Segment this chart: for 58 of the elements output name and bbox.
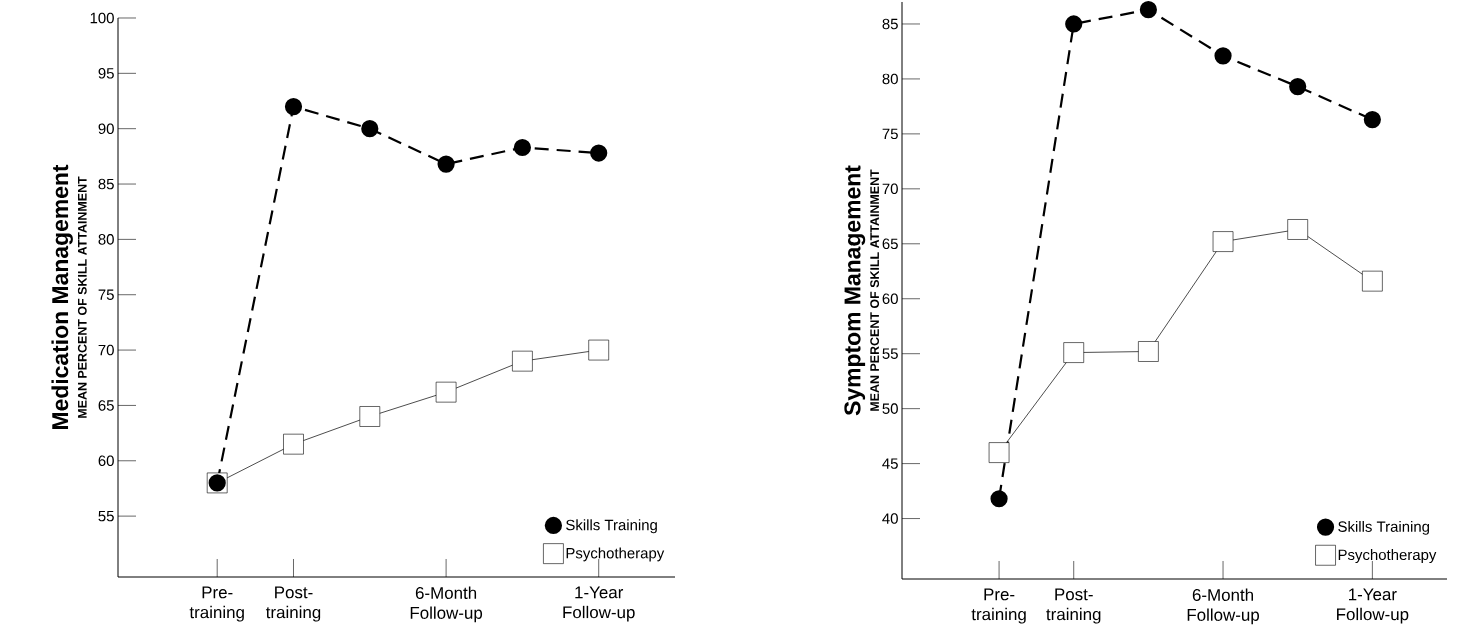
legend-label: Skills Training <box>566 519 657 534</box>
point <box>988 442 1010 463</box>
y-tick-label: 40 <box>882 513 898 524</box>
text: Medication Management <box>51 164 73 430</box>
y-tick-label: 70 <box>98 344 114 356</box>
point <box>990 490 1008 508</box>
point <box>1363 110 1381 129</box>
x-tick-label: Post-training <box>265 586 321 622</box>
point <box>588 339 609 361</box>
y-tick-label: 65 <box>98 400 114 411</box>
point <box>359 406 381 427</box>
point <box>435 381 457 403</box>
point <box>1138 341 1159 362</box>
y-tick-label: 60 <box>882 293 898 305</box>
point <box>283 433 304 455</box>
y-tick-label: 80 <box>98 234 114 245</box>
point <box>437 155 455 173</box>
point <box>1139 1 1157 19</box>
point <box>512 350 533 372</box>
y-tick-label: 75 <box>98 289 114 300</box>
x-tick-label: 6-Month Follow-up <box>410 586 483 623</box>
y-tick-label: 100 <box>90 12 114 24</box>
point <box>1214 47 1232 65</box>
point <box>1063 342 1085 363</box>
x-tick-label: 1-Year Follow-up <box>563 586 635 622</box>
y-tick-label: 45 <box>882 458 898 469</box>
y-axis-title: MEAN PERCENT OF SKILL ATTAINMENT <box>77 176 87 418</box>
x-tick-label: Post-training <box>1046 588 1101 624</box>
legend-label: Psychotherapy <box>1338 549 1437 564</box>
x-tick-label: Pre-training <box>971 588 1026 624</box>
y-tick-label: 85 <box>98 178 114 190</box>
point <box>590 144 608 162</box>
y-tick-label: 55 <box>98 510 114 522</box>
y-tick-label: 90 <box>98 123 114 134</box>
point <box>1065 15 1083 33</box>
point <box>1289 78 1307 96</box>
legend-label: Psychotherapy <box>566 547 665 562</box>
y-tick-label: 55 <box>882 348 898 359</box>
legend-label: Skills Training <box>1338 520 1430 535</box>
y-tick-label: 80 <box>882 73 898 85</box>
y-tick-label: 95 <box>98 68 114 79</box>
point <box>1362 270 1383 292</box>
point <box>284 97 303 116</box>
y-tick-label: 65 <box>882 238 898 250</box>
y-tick-label: 85 <box>882 18 898 30</box>
y-tick-label: 50 <box>882 403 898 414</box>
point <box>513 138 531 157</box>
point <box>361 120 379 138</box>
y-tick-label: 75 <box>882 128 898 140</box>
point <box>1212 231 1234 252</box>
y-tick-label: 60 <box>98 455 114 467</box>
text: Symptom Management <box>844 165 866 416</box>
y-axis-title: MEAN PERCENT OF SKILL ATTAINMENT <box>870 169 880 411</box>
x-tick-label: 1-Year Follow-up <box>1337 588 1409 624</box>
y-tick-label: 70 <box>882 183 898 195</box>
x-tick-label: 6-Month Follow-up <box>1187 588 1260 625</box>
x-tick-label: Pre-training <box>189 586 244 622</box>
point <box>1287 219 1308 240</box>
